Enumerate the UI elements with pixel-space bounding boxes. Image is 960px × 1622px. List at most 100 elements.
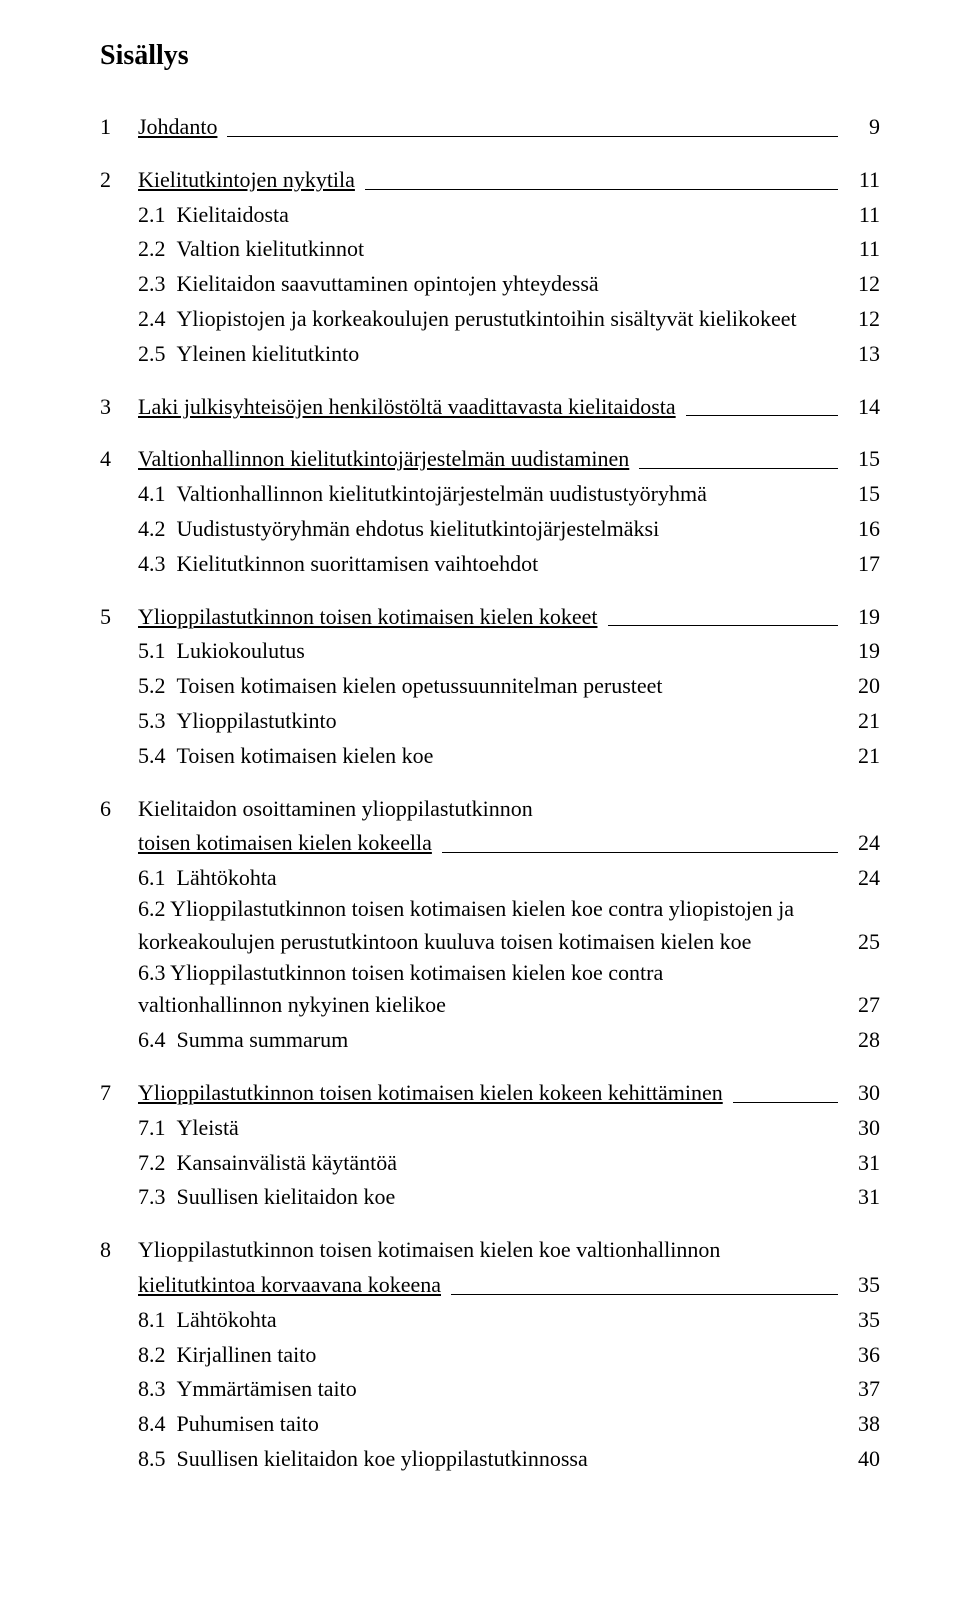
toc-label: 8.4 Puhumisen taito xyxy=(138,1409,325,1440)
toc-page: 9 xyxy=(842,112,880,143)
toc-row: 6.4 Summa summarum 28 xyxy=(100,1025,880,1056)
toc-row: 8.4 Puhumisen taito 38 xyxy=(100,1409,880,1440)
toc-row: 4.1 Valtionhallinnon kielitutkintojärjes… xyxy=(100,479,880,510)
toc-label: 8.5 Suullisen kielitaidon koe ylioppilas… xyxy=(138,1444,594,1475)
toc-label: 5.4 Toisen kotimaisen kielen koe xyxy=(138,741,439,772)
toc-row: 5.1 Lukiokoulutus 19 xyxy=(100,636,880,667)
toc-num: 6 xyxy=(100,794,138,825)
toc-page: 21 xyxy=(842,706,880,737)
toc-label: korkeakoulujen perustutkintoon kuuluva t… xyxy=(138,927,757,958)
toc-row: 8.1 Lähtökohta 35 xyxy=(100,1305,880,1336)
toc-label: 2.4 Yliopistojen ja korkeakoulujen perus… xyxy=(138,304,803,335)
toc-row: 2.3 Kielitaidon saavuttaminen opintojen … xyxy=(100,269,880,300)
toc-num: 5 xyxy=(100,602,138,633)
toc-label: 8.1 Lähtökohta xyxy=(138,1305,283,1336)
toc-page: 40 xyxy=(842,1444,880,1475)
toc-label: Kielitutkintojen nykytila xyxy=(138,165,361,196)
toc-label: 5.2 Toisen kotimaisen kielen opetussuunn… xyxy=(138,671,669,702)
toc-label: 4.2 Uudistustyöryhmän ehdotus kielitutki… xyxy=(138,514,665,545)
toc-row: 4.2 Uudistustyöryhmän ehdotus kielitutki… xyxy=(100,514,880,545)
toc-row: 5.3 Ylioppilastutkinto 21 xyxy=(100,706,880,737)
leader-line xyxy=(227,136,838,137)
toc-page: 11 xyxy=(842,234,880,265)
toc-label: 7.3 Suullisen kielitaidon koe xyxy=(138,1182,401,1213)
toc-row: 2.2 Valtion kielitutkinnot 11 xyxy=(100,234,880,265)
toc-page: 35 xyxy=(842,1270,880,1301)
toc-row: 8.5 Suullisen kielitaidon koe ylioppilas… xyxy=(100,1444,880,1475)
toc-row: 6 Kielitaidon osoittaminen ylioppilastut… xyxy=(100,794,880,825)
toc-row: 6.1 Lähtökohta 24 xyxy=(100,863,880,894)
toc-row: 7.2 Kansainvälistä käytäntöä 31 xyxy=(100,1148,880,1179)
toc-row: 5.4 Toisen kotimaisen kielen koe 21 xyxy=(100,741,880,772)
toc-label: Ylioppilastutkinnon toisen kotimaisen ki… xyxy=(138,1235,726,1266)
toc-label: kielitutkintoa korvaavana kokeena xyxy=(138,1270,447,1301)
toc-row: 4.3 Kielitutkinnon suorittamisen vaihtoe… xyxy=(100,549,880,580)
toc-row: 5 Ylioppilastutkinnon toisen kotimaisen … xyxy=(100,602,880,633)
toc-label: 5.3 Ylioppilastutkinto xyxy=(138,706,343,737)
toc-label: Kielitaidon osoittaminen ylioppilastutki… xyxy=(138,794,539,825)
toc-row: 7 Ylioppilastutkinnon toisen kotimaisen … xyxy=(100,1078,880,1109)
toc-row: 8.3 Ymmärtämisen taito 37 xyxy=(100,1374,880,1405)
toc-num: 4 xyxy=(100,444,138,475)
toc-row: 8.2 Kirjallinen taito 36 xyxy=(100,1340,880,1371)
toc-row: 4 Valtionhallinnon kielitutkintojärjeste… xyxy=(100,444,880,475)
toc-page: 36 xyxy=(842,1340,880,1371)
toc-num: 2 xyxy=(100,165,138,196)
toc-num: 1 xyxy=(100,112,138,143)
toc-page: 31 xyxy=(842,1148,880,1179)
toc-page: 38 xyxy=(842,1409,880,1440)
toc-page: 28 xyxy=(842,1025,880,1056)
toc-page: 12 xyxy=(842,269,880,300)
toc-row: 7.1 Yleistä 30 xyxy=(100,1113,880,1144)
toc-label: Johdanto xyxy=(138,112,223,143)
toc-page: 31 xyxy=(842,1182,880,1213)
toc-page: 27 xyxy=(842,990,880,1021)
toc-row: 2.4 Yliopistojen ja korkeakoulujen perus… xyxy=(100,304,880,335)
toc-page: 25 xyxy=(842,927,880,958)
toc-page: 37 xyxy=(842,1374,880,1405)
toc-label: 4.3 Kielitutkinnon suorittamisen vaihtoe… xyxy=(138,549,544,580)
toc-num: 3 xyxy=(100,392,138,423)
toc-label: 6.2 Ylioppilastutkinnon toisen kotimaise… xyxy=(100,894,880,925)
toc-label: 5.1 Lukiokoulutus xyxy=(138,636,311,667)
leader-line xyxy=(365,189,838,190)
toc-page: 16 xyxy=(842,514,880,545)
toc-row: toisen kotimaisen kielen kokeella 24 xyxy=(100,828,880,859)
toc-page: 11 xyxy=(842,200,880,231)
toc-row: valtionhallinnon nykyinen kielikoe 27 xyxy=(100,990,880,1021)
toc-label: 8.2 Kirjallinen taito xyxy=(138,1340,322,1371)
toc-page: 14 xyxy=(842,392,880,423)
toc-num: 8 xyxy=(100,1235,138,1266)
toc-row: 2.5 Yleinen kielitutkinto 13 xyxy=(100,339,880,370)
toc-page: 35 xyxy=(842,1305,880,1336)
toc-label: 7.2 Kansainvälistä käytäntöä xyxy=(138,1148,403,1179)
toc-row: 7.3 Suullisen kielitaidon koe 31 xyxy=(100,1182,880,1213)
toc-row: 5.2 Toisen kotimaisen kielen opetussuunn… xyxy=(100,671,880,702)
toc-label: 2.1 Kielitaidosta xyxy=(138,200,295,231)
toc-label: 8.3 Ymmärtämisen taito xyxy=(138,1374,363,1405)
toc-row: 2.1 Kielitaidosta 11 xyxy=(100,200,880,231)
toc-label: 7.1 Yleistä xyxy=(138,1113,245,1144)
toc-label: 2.2 Valtion kielitutkinnot xyxy=(138,234,370,265)
toc-page: 19 xyxy=(842,602,880,633)
toc-page: 15 xyxy=(842,479,880,510)
toc-label: 4.1 Valtionhallinnon kielitutkintojärjes… xyxy=(138,479,713,510)
toc-label: Valtionhallinnon kielitutkintojärjestelm… xyxy=(138,444,635,475)
toc-row: 8 Ylioppilastutkinnon toisen kotimaisen … xyxy=(100,1235,880,1266)
toc-label: 6.1 Lähtökohta xyxy=(138,863,283,894)
toc-row: kielitutkintoa korvaavana kokeena 35 xyxy=(100,1270,880,1301)
toc-page: 30 xyxy=(842,1113,880,1144)
toc-page: 30 xyxy=(842,1078,880,1109)
toc-label: 6.3 Ylioppilastutkinnon toisen kotimaise… xyxy=(100,958,880,989)
toc-page: 12 xyxy=(842,304,880,335)
toc-label: valtionhallinnon nykyinen kielikoe xyxy=(138,990,452,1021)
toc-page: 21 xyxy=(842,741,880,772)
toc-row: 1 Johdanto 9 xyxy=(100,112,880,143)
toc-label: toisen kotimaisen kielen kokeella xyxy=(138,828,438,859)
toc-page: 11 xyxy=(842,165,880,196)
page-title: Sisällys xyxy=(100,40,880,72)
toc-page: 15 xyxy=(842,444,880,475)
toc-label: Ylioppilastutkinnon toisen kotimaisen ki… xyxy=(138,1078,729,1109)
toc-page: 17 xyxy=(842,549,880,580)
toc-row: 3 Laki julkisyhteisöjen henkilöstöltä va… xyxy=(100,392,880,423)
